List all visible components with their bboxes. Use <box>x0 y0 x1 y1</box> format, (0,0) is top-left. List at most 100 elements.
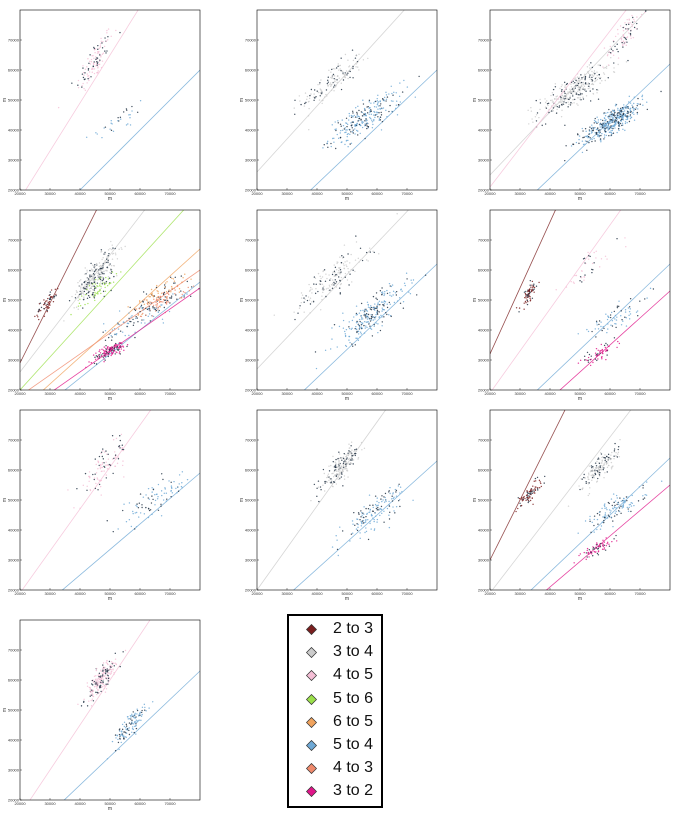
data-point <box>599 465 601 467</box>
data-point <box>624 501 626 504</box>
data-point <box>365 325 367 327</box>
data-point <box>115 351 117 353</box>
data-point <box>348 70 350 72</box>
data-point <box>131 715 133 717</box>
y-tick-label: 20000 <box>478 587 490 592</box>
plot-area <box>21 410 200 590</box>
data-point <box>612 40 615 42</box>
data-point <box>561 100 564 102</box>
data-point <box>605 507 608 509</box>
data-point <box>329 82 332 84</box>
data-point <box>163 492 165 494</box>
data-point <box>341 530 344 532</box>
trend-line <box>20 210 185 390</box>
data-point <box>86 705 89 707</box>
data-point <box>321 99 323 102</box>
data-point <box>529 288 531 290</box>
data-point <box>594 462 597 464</box>
data-point <box>75 306 78 308</box>
data-point <box>565 102 567 104</box>
data-point <box>598 64 601 66</box>
data-point <box>613 110 616 112</box>
data-point <box>71 295 73 298</box>
data-point <box>388 110 390 113</box>
trend-line <box>536 63 670 190</box>
trend-line <box>303 263 437 390</box>
data-point <box>579 97 582 99</box>
data-point <box>350 451 352 453</box>
data-point <box>81 85 83 87</box>
data-point <box>626 18 628 21</box>
data-point <box>120 341 122 344</box>
axes-frame <box>489 409 671 591</box>
data-point <box>343 452 345 455</box>
data-point <box>564 84 567 86</box>
data-point <box>346 123 349 126</box>
data-point <box>568 91 571 94</box>
data-point <box>551 92 554 94</box>
data-point <box>149 301 151 303</box>
data-point <box>385 500 387 503</box>
data-point <box>333 474 336 476</box>
data-point <box>597 119 600 121</box>
data-point <box>603 515 606 518</box>
data-point <box>335 473 338 476</box>
data-point <box>394 107 397 110</box>
data-point <box>137 321 139 323</box>
data-point <box>110 335 112 337</box>
data-point <box>115 254 117 256</box>
data-point <box>391 495 393 497</box>
data-point <box>570 101 572 104</box>
data-point <box>90 68 93 70</box>
x-tick-label: 20000 <box>14 801 26 806</box>
data-point <box>583 551 585 554</box>
data-point <box>90 689 93 691</box>
data-point <box>344 143 346 146</box>
data-point <box>544 98 546 100</box>
data-point <box>614 442 616 445</box>
data-point <box>97 683 99 685</box>
data-point <box>324 482 326 484</box>
data-point <box>102 256 104 259</box>
data-point <box>600 343 603 346</box>
y-tick-label: 30000 <box>8 767 20 772</box>
data-point <box>358 327 361 329</box>
data-point <box>134 336 136 339</box>
data-point <box>346 457 348 459</box>
data-point <box>584 143 586 146</box>
data-point <box>551 101 554 103</box>
data-point <box>584 262 586 264</box>
data-point <box>379 107 381 110</box>
data-point <box>388 500 390 503</box>
data-point <box>355 321 358 324</box>
data-point <box>379 290 382 292</box>
data-point <box>380 498 382 500</box>
data-point <box>371 119 373 121</box>
data-point <box>105 261 108 264</box>
data-point <box>593 550 595 553</box>
data-point <box>135 724 137 727</box>
data-point <box>294 113 296 115</box>
data-point <box>605 134 608 137</box>
data-point <box>115 343 117 346</box>
legend-label: 5 to 4 <box>333 736 374 753</box>
data-point <box>605 349 608 351</box>
data-point <box>640 13 643 16</box>
data-point <box>368 99 371 102</box>
data-point <box>540 485 543 488</box>
y-tick-label: 70000 <box>245 237 257 242</box>
data-point <box>334 279 336 281</box>
data-point <box>382 107 385 109</box>
data-point <box>575 79 577 82</box>
data-point <box>629 503 632 506</box>
data-point <box>349 273 351 275</box>
y-tick-label: 40000 <box>245 327 257 332</box>
data-point <box>608 51 610 53</box>
data-point <box>136 317 138 319</box>
data-point <box>317 272 320 275</box>
y-tick-label: 50000 <box>478 97 490 102</box>
data-point <box>369 306 371 309</box>
data-point <box>389 492 391 495</box>
data-point <box>533 492 535 494</box>
data-point <box>86 277 88 279</box>
